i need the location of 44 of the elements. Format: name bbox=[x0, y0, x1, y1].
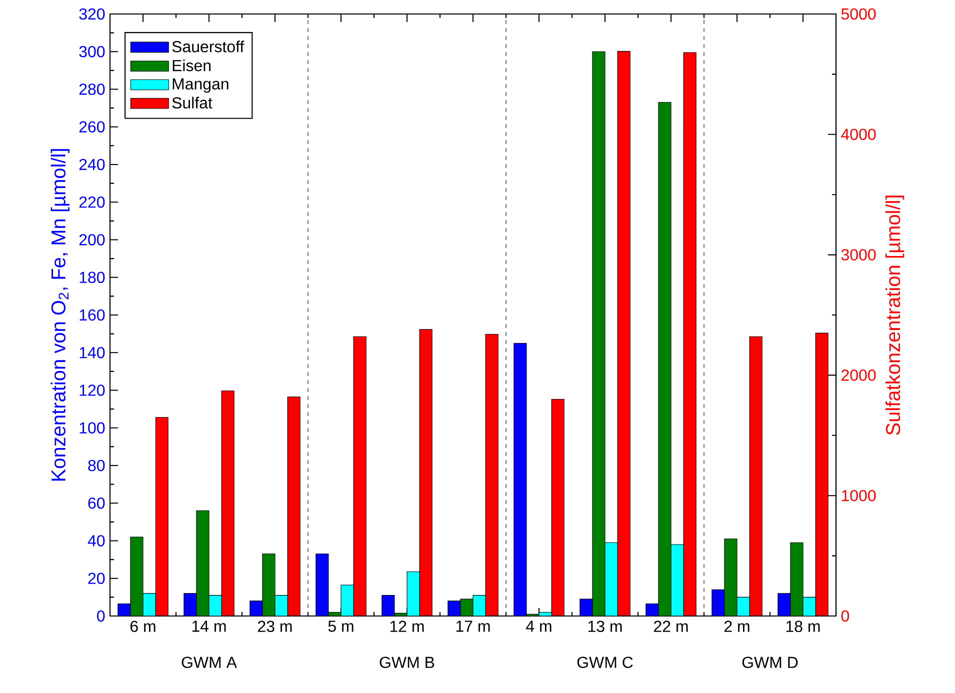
y-tick-label: 260 bbox=[79, 121, 105, 133]
y2-tick-label: 5000 bbox=[841, 8, 876, 20]
y2-tick-label: 3000 bbox=[841, 249, 876, 260]
y-tick-label: 80 bbox=[88, 460, 105, 472]
y-tick-label: 220 bbox=[79, 196, 105, 208]
x-tick-label: 13 m bbox=[588, 620, 622, 632]
text: GWM A bbox=[182, 656, 237, 668]
y-tick-label: 200 bbox=[79, 234, 105, 246]
x-tick-label: 22 m bbox=[654, 620, 688, 632]
text: GWM C bbox=[577, 656, 633, 668]
x-tick-label: 5 m bbox=[328, 620, 354, 632]
x-tick-label: 17 m bbox=[456, 620, 490, 632]
x-tick-label: 23 m bbox=[258, 620, 292, 632]
y-tick-label: 240 bbox=[79, 158, 105, 170]
y-tick-label: 140 bbox=[80, 346, 105, 358]
x-tick-label: 12 m bbox=[390, 620, 424, 632]
text: GWM B bbox=[380, 656, 434, 668]
y2-tick-label: 1000 bbox=[842, 490, 876, 502]
y-tick-label: 0 bbox=[97, 610, 105, 622]
y-tick-label: 40 bbox=[88, 535, 105, 546]
legend-label: Eisen bbox=[172, 60, 211, 72]
y-tick-label: 100 bbox=[80, 422, 105, 434]
y-tick-label: 280 bbox=[79, 84, 105, 95]
text: GWM D bbox=[742, 656, 798, 668]
y-tick-label: 20 bbox=[88, 572, 105, 584]
y2-tick-label: 0 bbox=[841, 610, 850, 622]
y-tick-label: 300 bbox=[79, 46, 105, 58]
y2-tick-label: 4000 bbox=[841, 128, 876, 140]
y2-axis-title: Sulfatkonzentration [µmol/l] bbox=[885, 196, 904, 435]
legend-label: Sulfat bbox=[172, 96, 212, 109]
x-tick-label: 4 m bbox=[526, 620, 552, 632]
y-tick-label: 120 bbox=[80, 384, 105, 396]
y-tick-label: 180 bbox=[80, 272, 105, 284]
y-tick-label: 60 bbox=[88, 497, 105, 509]
x-tick-label: 2 m bbox=[724, 620, 750, 632]
x-tick-label: 18 m bbox=[786, 620, 820, 632]
x-tick-label: 14 m bbox=[192, 620, 226, 632]
y-axis-title: Konzentration von O$_{2}$, Fe, Mn [µmol/l] bbox=[50, 149, 70, 481]
x-tick-label: 6 m bbox=[130, 620, 156, 632]
y-tick-label: 320 bbox=[79, 8, 105, 20]
y-tick-label: 160 bbox=[80, 309, 105, 321]
y2-tick-label: 2000 bbox=[842, 370, 876, 381]
legend-label: Mangan bbox=[172, 78, 228, 93]
legend-label: Sauerstoff bbox=[172, 40, 244, 52]
